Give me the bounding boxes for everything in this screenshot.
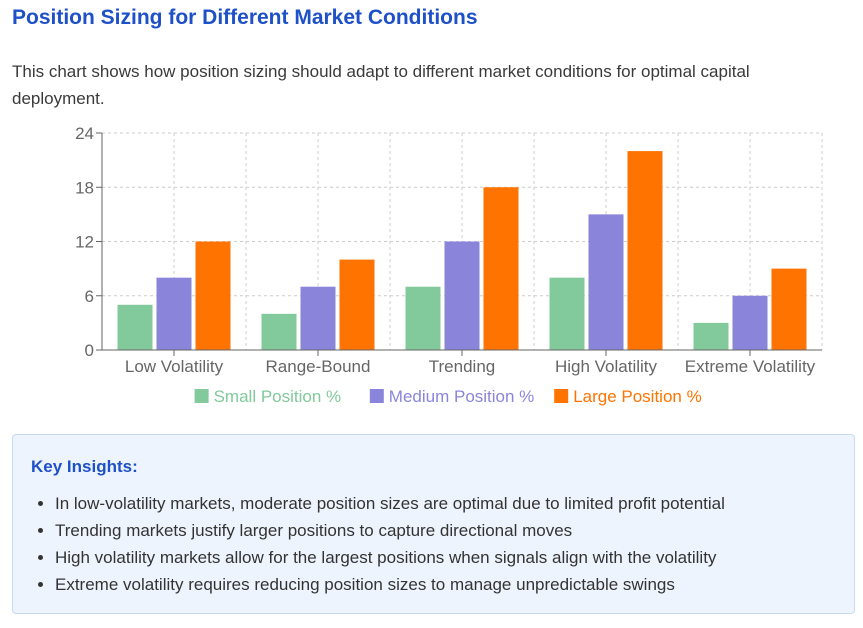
x-tick-label: High Volatility: [555, 357, 658, 376]
axes: 0 6 12 18 24 Low Volatility Range-Bound Trendin…: [32, 120, 822, 376]
legend-item[interactable]: Small Position %: [194, 387, 342, 406]
key-insights-panel: Key Insights: In low-volatility markets,…: [12, 434, 855, 614]
y-axis-label: Position Size (%): [32, 120, 51, 241]
bar: [588, 214, 624, 350]
bar: [117, 304, 153, 350]
insight-item: High volatility markets allow for the la…: [55, 544, 725, 571]
bar: [405, 286, 441, 350]
x-tick-label: Extreme Volatility: [685, 357, 816, 376]
bars: [117, 151, 807, 350]
legend-item[interactable]: Medium Position %: [369, 387, 535, 406]
insight-item: In low-volatility markets, moderate posi…: [55, 490, 725, 517]
y-tick-label: 12: [75, 233, 94, 252]
page-description: This chart shows how position sizing sho…: [12, 62, 750, 108]
bar: [444, 241, 480, 350]
bar: [261, 313, 297, 350]
bar: [156, 277, 192, 350]
y-tick-label: 0: [85, 341, 94, 360]
page-title: Position Sizing for Different Market Con…: [12, 6, 478, 29]
bar: [483, 187, 519, 350]
legend-swatch: [369, 389, 384, 403]
key-insights-title: Key Insights:: [31, 457, 138, 476]
bar: [732, 295, 768, 350]
legend-label: Small Position %: [214, 387, 342, 406]
key-insights-list: In low-volatility markets, moderate posi…: [13, 490, 725, 598]
position-size-bar-chart: 0 6 12 18 24 Low Volatility Range-Bound Trendin…: [32, 120, 823, 406]
bar: [300, 286, 336, 350]
x-tick-label: Low Volatility: [125, 357, 224, 376]
bar: [693, 322, 729, 350]
legend-swatch: [554, 389, 569, 403]
legend-label: Large Position %: [573, 387, 702, 406]
bar: [339, 259, 375, 350]
y-tick-label: 24: [75, 124, 94, 143]
bar: [627, 151, 663, 350]
x-tick-label: Trending: [429, 357, 495, 376]
insight-item: Trending markets justify larger position…: [55, 517, 725, 544]
y-tick-label: 6: [85, 287, 94, 306]
legend[interactable]: Small Position % Medium Position % Large P…: [194, 387, 702, 406]
bar: [549, 277, 585, 350]
y-tick-label: 18: [75, 178, 94, 197]
legend-label: Medium Position %: [389, 387, 535, 406]
legend-item[interactable]: Large Position %: [554, 387, 702, 406]
insight-item: Extreme volatility requires reducing pos…: [55, 571, 725, 598]
legend-swatch: [194, 389, 209, 403]
bar: [771, 268, 807, 350]
bar: [195, 241, 231, 350]
x-tick-label: Range-Bound: [266, 357, 371, 376]
